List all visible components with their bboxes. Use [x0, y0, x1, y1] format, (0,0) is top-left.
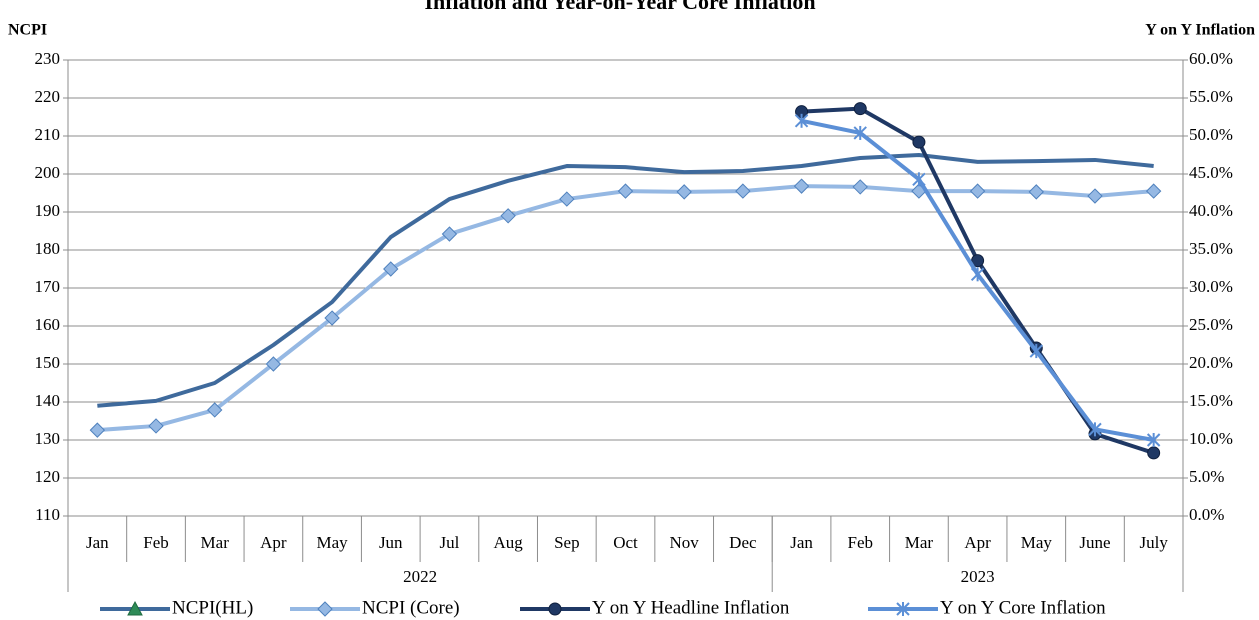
- y-tick-label: 130: [35, 429, 61, 448]
- legend-label: NCPI(HL): [172, 597, 253, 618]
- series-marker: [617, 183, 634, 199]
- series-marker: [1145, 183, 1162, 199]
- x-tick-label: Apr: [260, 533, 287, 552]
- legend-marker: [127, 600, 143, 616]
- y2-tick-label: 35.0%: [1189, 239, 1233, 258]
- y-axis-title: NCPI: [8, 22, 47, 39]
- x-tick-label: Jul: [440, 533, 460, 552]
- y2-tick-label: 20.0%: [1189, 353, 1233, 372]
- x-tick-label: Oct: [613, 533, 638, 552]
- series-marker: [1028, 184, 1044, 200]
- group-label: 2022: [403, 567, 437, 586]
- series-marker: [735, 183, 751, 199]
- series-marker: [559, 191, 575, 207]
- group-label: 2023: [961, 567, 995, 586]
- y-tick-label: 170: [35, 277, 61, 296]
- series-marker: [148, 418, 164, 434]
- x-tick-label: Sep: [554, 533, 580, 552]
- series-marker: [1088, 422, 1102, 437]
- x-tick-label: Jun: [379, 533, 403, 552]
- y-tick-label: 120: [35, 467, 61, 486]
- series-marker: [1146, 433, 1161, 447]
- y2-tick-label: 0.0%: [1189, 505, 1224, 524]
- series-marker: [853, 102, 867, 116]
- x-tick-label: Jan: [86, 533, 109, 552]
- x-tick-label: Apr: [964, 533, 991, 552]
- series-marker: [971, 254, 985, 268]
- legend-marker: [317, 601, 333, 617]
- y-tick-label: 150: [35, 353, 61, 372]
- y-tick-label: 140: [35, 391, 61, 410]
- x-tick-label: Jan: [790, 533, 813, 552]
- series-marker: [383, 261, 399, 277]
- x-tick-label: June: [1079, 533, 1110, 552]
- y2-tick-label: 30.0%: [1189, 277, 1233, 296]
- series-marker: [500, 208, 516, 224]
- legend-marker: [548, 602, 562, 616]
- y2-tick-label: 10.0%: [1189, 429, 1233, 448]
- x-tick-label: Nov: [670, 533, 700, 552]
- y-tick-label: 160: [35, 315, 61, 334]
- y-tick-label: 220: [35, 87, 61, 106]
- y2-tick-label: 60.0%: [1189, 49, 1233, 68]
- chart-title: Inflation and Year-on-Year Core Inflatio…: [424, 0, 815, 14]
- x-tick-label: Dec: [729, 533, 757, 552]
- series-marker: [676, 184, 692, 200]
- legend-label: Y on Y Headline Inflation: [592, 597, 790, 618]
- series-marker: [265, 356, 282, 372]
- y-tick-label: 210: [35, 125, 61, 144]
- series-marker: [324, 310, 340, 326]
- legend-label: NCPI (Core): [362, 597, 460, 618]
- series-marker: [912, 172, 926, 187]
- y2-tick-label: 55.0%: [1189, 87, 1233, 106]
- y2-tick-label: 45.0%: [1189, 163, 1233, 182]
- x-tick-label: May: [1021, 533, 1053, 552]
- x-tick-label: Feb: [847, 533, 873, 552]
- y2-tick-label: 50.0%: [1189, 125, 1233, 144]
- y2-tick-label: 15.0%: [1189, 391, 1233, 410]
- x-tick-label: Feb: [143, 533, 169, 552]
- y-tick-label: 230: [35, 49, 61, 68]
- series-marker: [853, 125, 867, 140]
- series-marker: [794, 113, 809, 128]
- y-tick-label: 110: [35, 505, 60, 524]
- x-tick-label: May: [316, 533, 348, 552]
- series-marker: [970, 267, 985, 282]
- series-marker: [1029, 344, 1043, 359]
- y-tick-label: 190: [35, 201, 61, 220]
- y2-axis-title: Y on Y Inflation: [1145, 22, 1255, 39]
- x-tick-label: Aug: [493, 533, 523, 552]
- y-tick-label: 200: [35, 163, 61, 182]
- series-marker: [852, 179, 868, 195]
- series-marker: [969, 183, 986, 199]
- x-tick-label: July: [1139, 533, 1168, 552]
- legend-label: Y on Y Core Inflation: [940, 597, 1106, 618]
- series-marker: [912, 135, 926, 149]
- y2-tick-label: 5.0%: [1189, 467, 1224, 486]
- y-tick-label: 180: [35, 239, 61, 258]
- series-marker: [89, 422, 106, 438]
- series-line: [97, 184, 1154, 433]
- y2-tick-label: 40.0%: [1189, 201, 1233, 220]
- y2-tick-label: 25.0%: [1189, 315, 1233, 334]
- series-marker: [1087, 188, 1103, 204]
- series-marker: [1147, 446, 1161, 460]
- series-marker: [441, 226, 458, 242]
- legend-marker: [896, 602, 910, 616]
- x-tick-label: Mar: [905, 533, 934, 552]
- series-marker: [793, 178, 810, 194]
- series-marker: [207, 402, 223, 418]
- x-tick-label: Mar: [201, 533, 230, 552]
- series-line: [97, 153, 1154, 408]
